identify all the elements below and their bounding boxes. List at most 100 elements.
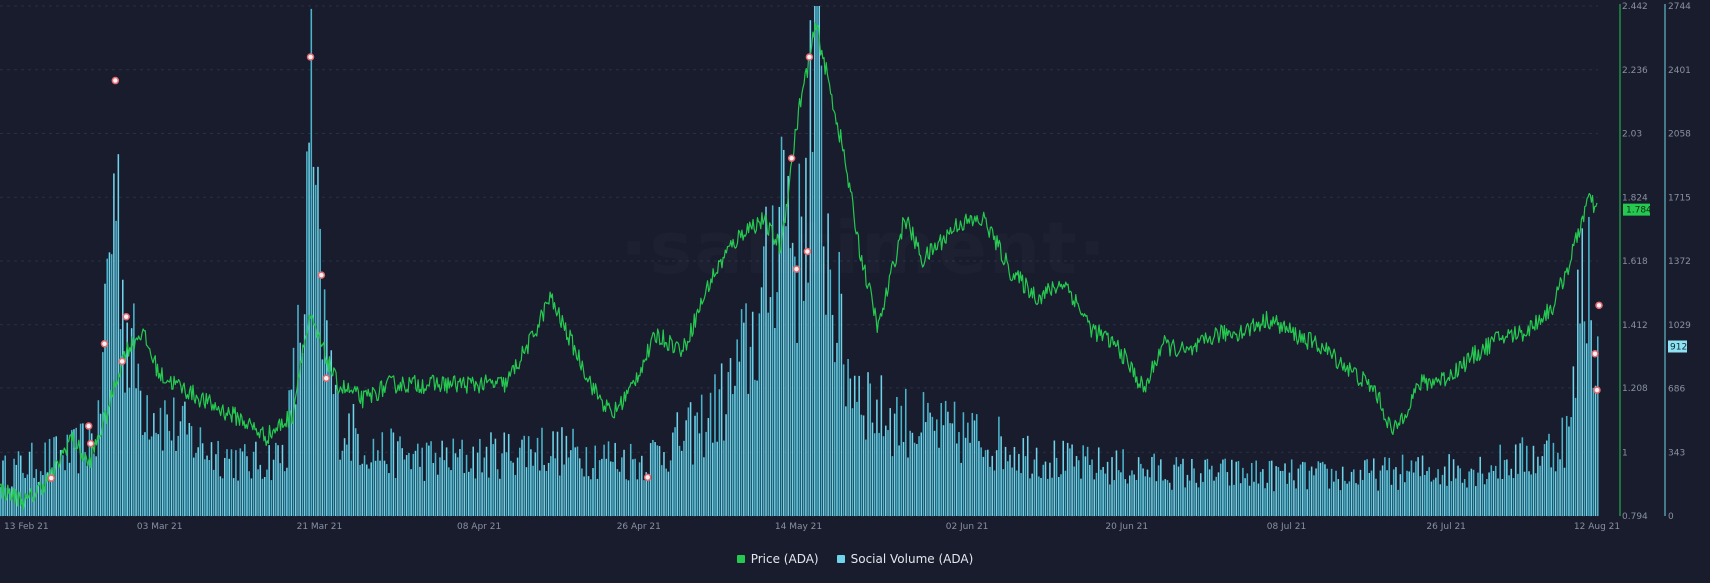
social-volume-bar: [1459, 468, 1462, 516]
social-volume-bar: [432, 463, 435, 516]
social-volume-bar: [1160, 459, 1162, 516]
social-volume-bar: [1337, 479, 1340, 516]
social-volume-bar: [1228, 485, 1231, 516]
social-volume-bar: [46, 472, 49, 516]
social-volume-bar: [672, 432, 674, 516]
social-volume-bar: [774, 328, 776, 516]
social-volume-bar: [1264, 488, 1266, 516]
event-marker: [306, 53, 315, 61]
social-volume-bar: [286, 467, 288, 516]
social-volume-bar: [907, 457, 909, 516]
social-volume-bar: [958, 432, 960, 516]
social-volume-bar: [1135, 479, 1138, 516]
social-volume-bar: [250, 478, 253, 516]
social-volume-bar: [1250, 462, 1253, 516]
social-volume-bar: [1013, 446, 1016, 516]
social-volume-bar: [1350, 471, 1353, 516]
social-volume-bar: [1457, 465, 1459, 516]
social-volume-bar: [723, 440, 725, 516]
social-volume-bar: [1153, 453, 1155, 516]
x-tick-label: 13 Feb 21: [4, 522, 49, 532]
social-volume-bar: [319, 228, 321, 516]
price-tick-label: 1: [1622, 448, 1628, 458]
social-volume-bar: [241, 451, 244, 516]
social-volume-bar: [1324, 464, 1326, 516]
social-volume-tick-label: 1029: [1668, 321, 1691, 331]
social-volume-bar: [317, 166, 319, 516]
social-volume-bar: [57, 465, 60, 516]
social-volume-bar: [1082, 445, 1084, 516]
legend-item-social-volume[interactable]: Social Volume (ADA): [836, 552, 973, 566]
social-volume-bar: [1128, 475, 1131, 516]
social-volume-bar: [139, 390, 142, 516]
social-volume-bar: [1357, 484, 1359, 516]
social-volume-bar: [1157, 465, 1160, 516]
social-volume-bar: [419, 466, 421, 516]
social-volume-bar: [22, 472, 24, 516]
social-volume-bar: [745, 303, 747, 516]
social-volume-bar: [1523, 471, 1526, 516]
social-volume-bar: [1561, 417, 1564, 516]
social-volume-bar: [987, 449, 989, 516]
social-volume-bar: [583, 476, 585, 516]
social-volume-bar: [543, 464, 545, 516]
social-volume-bar: [1534, 473, 1537, 516]
social-volume-bar: [1137, 457, 1140, 516]
social-volume-bar: [224, 457, 226, 516]
social-volume-bar: [1559, 459, 1561, 516]
social-volume-bar: [1144, 476, 1147, 516]
social-volume-bar: [461, 439, 463, 516]
social-volume-bar: [900, 405, 903, 516]
social-volume-bar: [1521, 437, 1524, 516]
social-volume-bar: [1494, 465, 1497, 516]
social-volume-bar: [412, 453, 415, 516]
social-volume-bar: [1499, 444, 1501, 516]
event-marker: [118, 357, 126, 366]
social-volume-bar: [1015, 470, 1018, 516]
social-volume-bar: [944, 400, 947, 516]
social-volume-bar: [215, 454, 217, 516]
social-volume-bar: [747, 393, 750, 516]
social-volume-bar: [1592, 387, 1595, 516]
social-volume-bar: [157, 434, 160, 516]
social-volume-bar: [1315, 468, 1317, 516]
social-volume-bar: [720, 363, 723, 516]
social-volume-bar: [133, 303, 135, 516]
social-volume-bar: [1053, 440, 1056, 516]
social-volume-bar: [1046, 478, 1049, 516]
social-volume-bar: [598, 460, 601, 516]
social-volume-bar: [889, 408, 891, 516]
social-volume-bar: [416, 443, 419, 516]
social-volume-bar: [1313, 475, 1315, 516]
social-volume-bar: [1306, 489, 1308, 516]
social-volume-bar: [288, 390, 290, 516]
social-volume-bar: [853, 375, 856, 516]
social-volume-bar: [862, 415, 865, 516]
social-volume-bar: [439, 457, 441, 516]
social-volume-bar: [756, 380, 758, 516]
social-volume-bar: [587, 476, 590, 516]
current-price-tag-label: 1.784: [1626, 206, 1652, 216]
social-volume-bar: [248, 471, 250, 516]
social-volume-bar: [714, 374, 716, 516]
legend-item-price[interactable]: Price (ADA): [736, 552, 819, 566]
social-volume-bar: [204, 459, 206, 516]
social-volume-bar: [1412, 472, 1415, 516]
social-volume-bar: [1348, 481, 1351, 516]
social-volume-bar: [1026, 435, 1029, 516]
social-volume-bar: [1497, 478, 1499, 516]
social-volume-bar: [703, 457, 705, 516]
event-marker: [111, 76, 120, 85]
social-volume-bar: [1381, 465, 1384, 516]
social-volume-bar: [399, 436, 401, 516]
social-volume-bar: [1117, 470, 1120, 516]
social-volume-bar: [1539, 465, 1541, 516]
social-volume-bar: [1415, 461, 1417, 516]
social-volume-bar: [1188, 480, 1191, 516]
social-volume-bar: [1164, 479, 1167, 516]
social-volume-bar: [869, 383, 872, 516]
social-volume-bar: [405, 455, 408, 516]
social-volume-bar: [292, 347, 295, 516]
social-volume-bar: [632, 459, 634, 516]
social-volume-bar: [341, 450, 344, 516]
